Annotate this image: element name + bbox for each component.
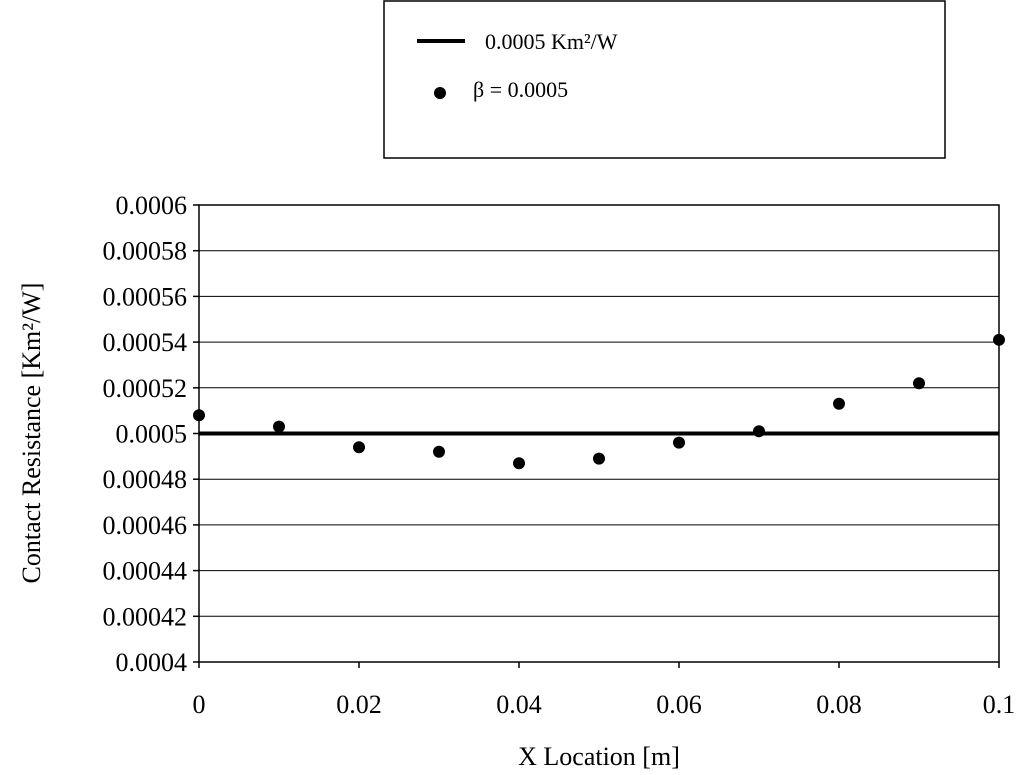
data-series [193,333,1005,470]
x-tick-label: 0.06 [656,690,702,719]
y-tick-label: 0.00056 [103,282,188,311]
data-point [993,333,1005,346]
data-point [593,452,605,465]
data-point [513,457,525,470]
y-tick-label: 0.00044 [103,557,188,586]
legend-label-line: 0.0005 Km²/W [485,29,618,54]
y-tick-label: 0.0004 [116,648,188,677]
data-point [753,425,765,438]
legend-marker-dot [434,87,446,99]
legend-label-dot: β = 0.0005 [473,77,568,102]
y-tick-label: 0.00042 [103,602,188,631]
x-tick-labels: 0 0.02 0.04 0.06 0.08 0.1 [193,690,1016,719]
y-tick-label: 0.00046 [103,511,188,540]
x-axis-title: X Location [m] [518,742,680,771]
y-tick-label: 0.00054 [103,328,188,357]
x-tick-label: 0 [193,690,206,719]
legend-box [383,0,946,159]
x-tick-label: 0.04 [496,690,542,719]
y-tick-label: 0.0006 [116,191,188,220]
y-tick-label: 0.0005 [116,420,188,449]
data-point [913,377,925,390]
x-tick-label: 0.1 [983,690,1016,719]
y-tick-label: 0.00048 [103,465,188,494]
y-tick-labels: 0.0004 0.00042 0.00044 0.00046 0.00048 0.0005… [103,191,188,677]
data-point [673,436,685,449]
y-axis-title: Contact Resistance [Km²/W] [17,283,46,584]
y-tick-label: 0.00052 [103,374,188,403]
gridlines [193,204,1000,668]
x-tick-label: 0.02 [336,690,382,719]
data-point [833,397,845,410]
data-point [433,445,445,458]
y-tick-label: 0.00058 [103,237,188,266]
data-point [273,420,285,433]
data-point [353,441,365,454]
data-point [193,409,205,422]
x-tick-label: 0.08 [816,690,862,719]
